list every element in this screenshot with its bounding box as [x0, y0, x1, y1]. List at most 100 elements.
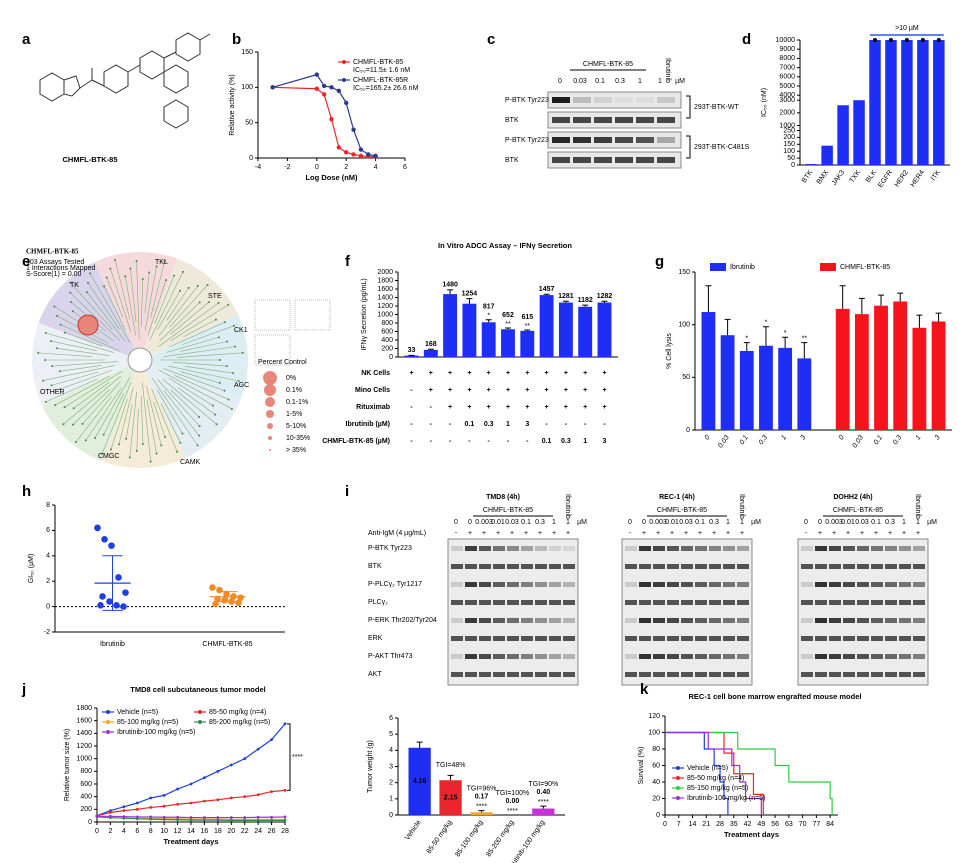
branch: [85, 387, 122, 441]
leaf: [223, 389, 226, 392]
series-line: [96, 789, 286, 817]
leaf: [215, 423, 218, 426]
leaf: [84, 439, 87, 442]
leaf: [71, 310, 74, 313]
x-tick-label: -2: [284, 164, 290, 171]
branch: [70, 292, 121, 341]
dose-label: 0: [628, 519, 632, 526]
band: [709, 672, 721, 677]
stim-sign: +: [916, 530, 920, 537]
branch: [163, 368, 225, 392]
legend-label: CHMFL-BTK-85R: [353, 77, 408, 84]
legend-marker: [342, 78, 346, 82]
panel-label: d: [742, 31, 751, 48]
band: [573, 157, 591, 163]
x-tick-label: HER2: [894, 169, 911, 188]
branch: [177, 387, 216, 415]
x-axis-label: Log Dose (nM): [305, 173, 358, 182]
leaf: [179, 289, 181, 292]
bar: [893, 301, 908, 430]
bar: [501, 329, 515, 357]
stim-sign: +: [566, 530, 570, 537]
branch: [163, 390, 200, 436]
band: [723, 582, 735, 587]
sd-bar: [102, 555, 123, 611]
branch: [125, 404, 133, 439]
panel-label: c: [487, 31, 495, 48]
leaf: [160, 444, 163, 447]
legend-size: [267, 423, 273, 429]
y-tick-label: 40: [652, 779, 660, 786]
leaf: [217, 301, 220, 304]
inhibitor-label: CHMFL-BTK-85: [483, 507, 533, 514]
y-tick-label: 0: [686, 427, 690, 434]
branch: [86, 292, 126, 342]
band: [857, 672, 869, 677]
bar: [720, 335, 735, 430]
data-point: [270, 85, 275, 90]
dose-label: 0.003: [649, 519, 667, 526]
band: [493, 600, 505, 605]
band: [521, 618, 533, 623]
band: [871, 672, 883, 677]
branch: [103, 286, 126, 331]
row-label: P-AKT Thr473: [368, 653, 413, 660]
value-label: 615: [521, 314, 533, 321]
row-label: P-BTK Tyr223: [505, 137, 549, 144]
dendrogram: [294, 299, 331, 331]
band: [493, 564, 505, 569]
y-tick-label: 150: [241, 49, 253, 56]
data-dot: [888, 38, 893, 42]
band: [639, 672, 651, 677]
band: [681, 618, 693, 623]
row-label: P-PLCγ₂ Tyr1217: [368, 581, 422, 588]
leaf: [89, 272, 91, 275]
band: [681, 564, 693, 569]
band: [801, 636, 813, 641]
x-tick-label: 16: [201, 828, 209, 835]
data-point: [223, 590, 230, 598]
dose-label: 1: [902, 519, 906, 526]
dose-label: 0.03: [855, 519, 869, 526]
x-tick-label: BTK: [801, 169, 815, 184]
bar: [532, 808, 555, 815]
y-tick-label: 6: [389, 715, 393, 722]
legend-label: 0.1-1%: [286, 399, 308, 406]
stim-sign: +: [684, 530, 688, 537]
y-tick-label: 200: [80, 806, 92, 813]
band: [801, 546, 813, 551]
y-tick-label: 4000: [779, 92, 795, 99]
branch: [140, 395, 144, 444]
y-axis-label: % Cell lysis: [666, 333, 673, 369]
band: [653, 564, 665, 569]
band: [857, 654, 869, 659]
leaf: [197, 415, 200, 418]
x-tick-label: 0.03: [851, 434, 865, 449]
condition-cell: 3: [603, 438, 607, 445]
y-tick-label: 250: [783, 127, 795, 134]
kinome-info: S-Score(1) = 0.00: [26, 271, 82, 278]
band: [857, 600, 869, 605]
y-tick-label: 100: [648, 729, 660, 736]
bar: [462, 303, 477, 357]
band: [667, 546, 679, 551]
y-tick-label: 9000: [779, 46, 795, 53]
dose-label: 1: [740, 519, 744, 526]
legend-title: Percent Control: [258, 359, 307, 366]
band: [899, 654, 911, 659]
condition-cell: -: [488, 438, 491, 445]
band: [801, 582, 813, 587]
blot-strip: [621, 538, 753, 686]
band: [563, 546, 575, 551]
branch: [52, 361, 119, 367]
band: [493, 582, 505, 587]
band: [829, 582, 841, 587]
stim-sign: +: [656, 530, 660, 537]
data-point: [108, 542, 115, 549]
leaf: [37, 351, 40, 354]
y-tick-label: 1200: [377, 303, 393, 310]
branch: [162, 379, 217, 425]
error-bar: [601, 300, 608, 303]
band: [639, 654, 651, 659]
branch: [154, 275, 175, 324]
